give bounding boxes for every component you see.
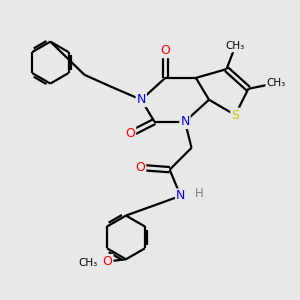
Text: O: O [135, 161, 145, 174]
Text: N: N [180, 115, 190, 128]
Text: N: N [176, 189, 185, 203]
Text: H: H [195, 187, 203, 200]
Text: CH₃: CH₃ [226, 41, 245, 51]
Text: O: O [125, 127, 135, 140]
Text: N: N [136, 93, 146, 106]
Text: CH₃: CH₃ [266, 78, 286, 88]
Text: CH₃: CH₃ [78, 258, 98, 268]
Text: S: S [231, 109, 239, 122]
Text: O: O [160, 44, 170, 57]
Text: O: O [103, 255, 112, 268]
